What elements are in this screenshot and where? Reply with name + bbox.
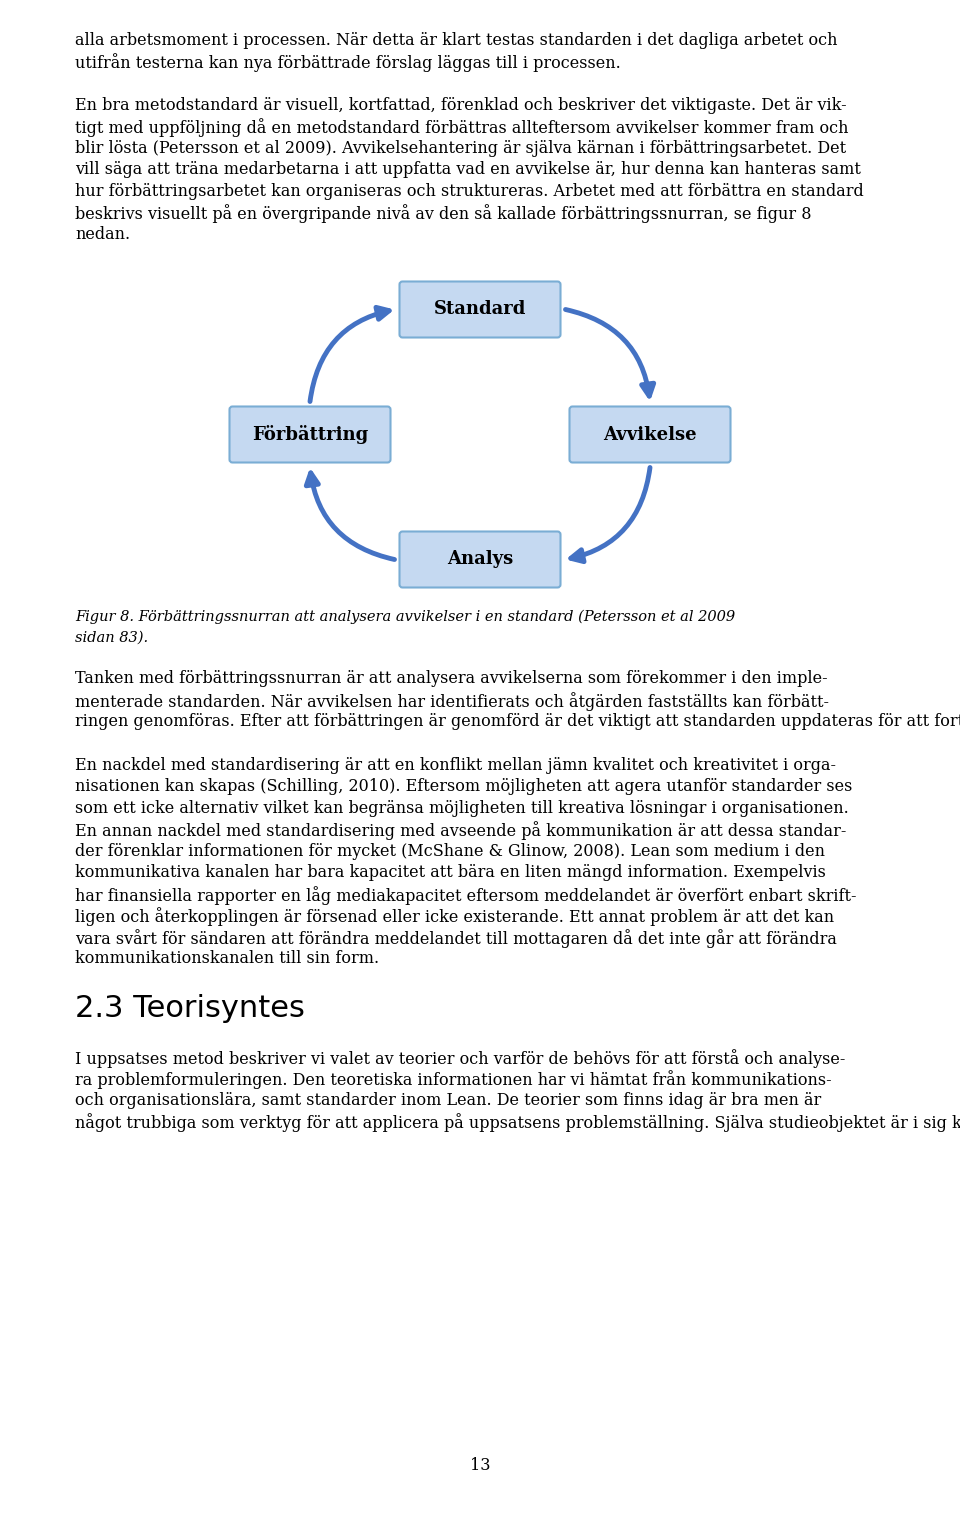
Text: En bra metodstandard är visuell, kortfattad, förenklad och beskriver det viktiga: En bra metodstandard är visuell, kortfat… <box>75 97 847 114</box>
Text: blir lösta (Petersson et al 2009). Avvikelsehantering är själva kärnan i förbätt: blir lösta (Petersson et al 2009). Avvik… <box>75 140 846 156</box>
Text: och organisationslära, samt standarder inom Lean. De teorier som finns idag är b: och organisationslära, samt standarder i… <box>75 1092 821 1109</box>
Text: I uppsatses metod beskriver vi valet av teorier och varför de behövs för att för: I uppsatses metod beskriver vi valet av … <box>75 1048 846 1068</box>
Text: tigt med uppföljning då en metodstandard förbättras allteftersom avvikelser komm: tigt med uppföljning då en metodstandard… <box>75 118 849 137</box>
Text: Avvikelse: Avvikelse <box>603 425 697 444</box>
Text: ra problemformuleringen. Den teoretiska informationen har vi hämtat från kommuni: ra problemformuleringen. Den teoretiska … <box>75 1069 831 1089</box>
Text: En nackdel med standardisering är att en konflikt mellan jämn kvalitet och kreat: En nackdel med standardisering är att en… <box>75 756 836 773</box>
Text: vill säga att träna medarbetarna i att uppfatta vad en avvikelse är, hur denna k: vill säga att träna medarbetarna i att u… <box>75 161 861 179</box>
Text: som ett icke alternativ vilket kan begränsa möjligheten till kreativa lösningar : som ett icke alternativ vilket kan begrä… <box>75 799 849 817</box>
Text: hur förbättringsarbetet kan organiseras och struktureras. Arbetet med att förbät: hur förbättringsarbetet kan organiseras … <box>75 182 864 201</box>
Text: något trubbiga som verktyg för att applicera på uppsatsens problemställning. Sjä: något trubbiga som verktyg för att appli… <box>75 1113 960 1132</box>
Text: ringen genomföras. Efter att förbättringen är genomförd är det viktigt att stand: ringen genomföras. Efter att förbättring… <box>75 712 960 731</box>
Text: 2.3 Teorisyntes: 2.3 Teorisyntes <box>75 993 305 1022</box>
Text: utifrån testerna kan nya förbättrade förslag läggas till i processen.: utifrån testerna kan nya förbättrade för… <box>75 53 621 73</box>
FancyBboxPatch shape <box>399 532 561 588</box>
FancyBboxPatch shape <box>569 407 731 462</box>
FancyBboxPatch shape <box>399 281 561 337</box>
Text: 13: 13 <box>469 1457 491 1473</box>
FancyBboxPatch shape <box>229 407 391 462</box>
Text: Standard: Standard <box>434 301 526 319</box>
Text: der förenklar informationen för mycket (McShane & Glinow, 2008). Lean som medium: der förenklar informationen för mycket (… <box>75 843 825 860</box>
Text: sidan 83).: sidan 83). <box>75 630 148 646</box>
Text: beskrivs visuellt på en övergripande nivå av den så kallade förbättringssnurran,: beskrivs visuellt på en övergripande niv… <box>75 205 811 223</box>
Text: har finansiella rapporter en låg mediakapacitet eftersom meddelandet är överfört: har finansiella rapporter en låg mediaka… <box>75 886 856 904</box>
Text: nisationen kan skapas (Schilling, 2010). Eftersom möjligheten att agera utanför : nisationen kan skapas (Schilling, 2010).… <box>75 778 852 794</box>
Text: Förbättring: Förbättring <box>252 425 368 444</box>
Text: kommunikativa kanalen har bara kapacitet att bära en liten mängd information. Ex: kommunikativa kanalen har bara kapacitet… <box>75 864 826 881</box>
Text: Analys: Analys <box>446 550 514 568</box>
Text: Figur 8. Förbättringssnurran att analysera avvikelser i en standard (Petersson e: Figur 8. Förbättringssnurran att analyse… <box>75 609 735 624</box>
Text: nedan.: nedan. <box>75 226 131 243</box>
Text: ligen och återkopplingen är försenad eller icke existerande. Ett annat problem ä: ligen och återkopplingen är försenad ell… <box>75 907 834 927</box>
Text: En annan nackdel med standardisering med avseende på kommunikation är att dessa : En annan nackdel med standardisering med… <box>75 822 847 840</box>
Text: kommunikationskanalen till sin form.: kommunikationskanalen till sin form. <box>75 949 379 968</box>
Text: vara svårt för sändaren att förändra meddelandet till mottagaren då det inte går: vara svårt för sändaren att förändra med… <box>75 928 837 948</box>
Text: menterade standarden. När avvikelsen har identifierats och åtgärden fastställts : menterade standarden. När avvikelsen har… <box>75 691 829 711</box>
Text: Tanken med förbättringssnurran är att analysera avvikelserna som förekommer i de: Tanken med förbättringssnurran är att an… <box>75 670 828 687</box>
Text: alla arbetsmoment i processen. När detta är klart testas standarden i det daglig: alla arbetsmoment i processen. När detta… <box>75 32 837 49</box>
